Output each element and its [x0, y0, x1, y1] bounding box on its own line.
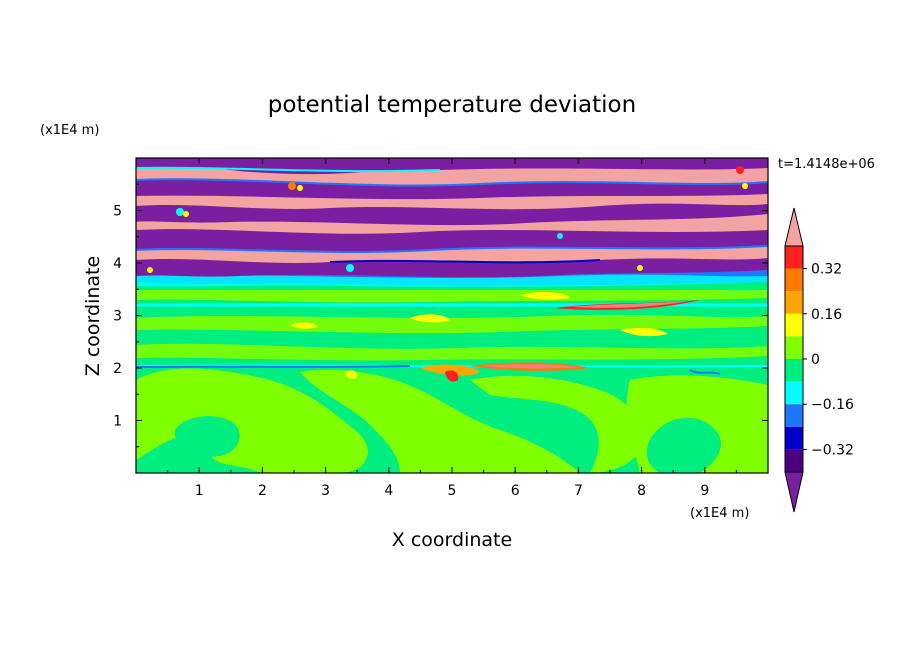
warm-streak	[480, 364, 580, 369]
z-tick-label: 4	[113, 256, 122, 272]
eddy-region	[626, 375, 768, 473]
speckle	[176, 208, 184, 216]
warm-streak	[520, 292, 570, 300]
middle-band	[136, 286, 768, 303]
colorbar-segment	[785, 313, 803, 337]
speckle	[183, 211, 189, 217]
warm-streak	[345, 370, 358, 379]
eddy-region	[136, 392, 200, 410]
colorbar-label: 0.16	[811, 307, 842, 323]
transition-band	[136, 274, 768, 287]
colorbar-segment	[785, 336, 803, 359]
z-unit-label: (x1E4 m)	[40, 123, 99, 138]
band-edge	[329, 259, 601, 264]
speckle	[288, 182, 296, 190]
warm-streak	[570, 301, 690, 308]
x-axis-title: X coordinate	[392, 529, 512, 551]
z-tick-label: 2	[113, 361, 122, 377]
eddy-curl	[657, 426, 707, 462]
middle-bands	[136, 286, 768, 361]
colorbar-over-arrow	[784, 207, 804, 247]
colorbar-label: 0.32	[811, 262, 842, 278]
middle-band	[136, 343, 768, 361]
x-tick-label: 7	[574, 483, 583, 499]
eddy-region	[300, 369, 580, 473]
colorbar-segment	[785, 381, 803, 405]
x-tick-label: 1	[195, 483, 204, 499]
contour-field	[136, 158, 768, 473]
purple-band	[136, 203, 768, 226]
chart-title: potential temperature deviation	[268, 92, 636, 118]
blue-line	[136, 365, 411, 368]
colorbar-label: 0	[811, 352, 820, 368]
warm-streak	[445, 370, 459, 382]
x-tick-label: 6	[511, 483, 520, 499]
x-tick-label: 4	[384, 483, 393, 499]
x-tick-label: 2	[258, 483, 267, 499]
speckle	[637, 265, 643, 271]
z-axis-ticks: 1 2 3 4 5	[113, 183, 768, 448]
warm-streak	[620, 327, 668, 337]
eddy-region	[470, 375, 643, 473]
eddy-region	[174, 416, 240, 457]
x-tick-label: 8	[637, 483, 646, 499]
cyan-line	[136, 364, 768, 368]
colorbar-segment	[785, 359, 803, 382]
warm-streak	[290, 322, 318, 329]
band-edge	[136, 166, 441, 173]
upper-bands	[136, 158, 768, 290]
x-tick-label: 9	[700, 483, 709, 499]
colorbar-segment	[785, 449, 803, 472]
colorbar-segment	[785, 404, 803, 427]
middle-band	[136, 314, 768, 334]
purple-band	[136, 258, 768, 278]
band-edge	[136, 245, 768, 253]
colorbar: 0.32 0.16 0 −0.16 −0.32	[784, 207, 854, 513]
colorbar-segment	[785, 246, 803, 269]
x-unit-label: (x1E4 m)	[690, 506, 749, 521]
speckle	[346, 264, 354, 272]
x-tick-label: 3	[321, 483, 330, 499]
blue-lines	[136, 365, 721, 375]
colorbar-segment	[785, 268, 803, 292]
colorbar-under-arrow	[784, 471, 804, 513]
z-tick-label: 1	[113, 414, 122, 430]
warm-streaks	[290, 292, 700, 382]
colorbar-label: −0.16	[811, 397, 854, 413]
speckle	[297, 185, 303, 191]
purple-band	[136, 229, 768, 252]
speckle	[147, 267, 153, 273]
z-tick-label: 5	[113, 204, 122, 220]
speckle	[557, 233, 563, 239]
warm-streak	[420, 364, 480, 376]
lower-eddies	[136, 368, 768, 473]
speckle	[742, 183, 748, 189]
band-edge	[136, 178, 768, 187]
time-label: t=1.4148e+06	[778, 157, 875, 172]
band-edges	[136, 166, 768, 264]
colorbar-segment	[785, 291, 803, 314]
colorbar-segment	[785, 426, 803, 450]
warm-streak	[410, 314, 450, 323]
z-tick-label: 3	[113, 309, 122, 325]
speckle	[736, 166, 744, 174]
x-tick-label: 5	[448, 483, 457, 499]
upper-speckles	[147, 166, 748, 273]
colorbar-label: −0.32	[811, 442, 854, 458]
z-axis-title: Z coordinate	[82, 256, 104, 376]
x-axis-ticks: 1 2 3 4 5 6 7 8 9	[167, 158, 737, 499]
blue-line	[689, 369, 721, 375]
